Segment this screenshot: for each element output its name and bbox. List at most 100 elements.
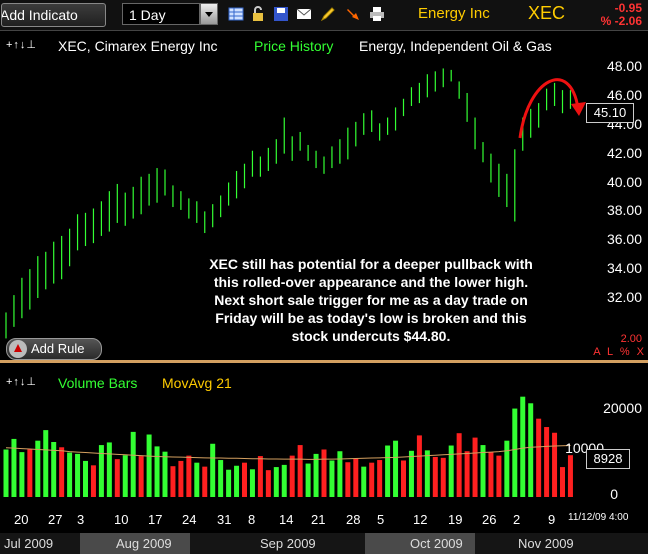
add-rule-label: Add Rule <box>31 341 85 356</box>
date-tick-label: 17 <box>148 512 163 527</box>
volume-bar <box>146 434 152 497</box>
company-name: Energy Inc <box>418 5 490 22</box>
volume-moving-average <box>5 445 571 460</box>
extra-value: 2.00 <box>620 333 642 345</box>
price-panel-header: +↑↓⊥ XEC, Cimarex Energy Inc Price Histo… <box>0 38 648 58</box>
volume-bar <box>289 455 295 497</box>
add-rule-button[interactable]: Add Rule <box>6 338 102 360</box>
volume-bar <box>480 445 486 497</box>
annotation-line: Friday will be as today's low is broken … <box>215 310 527 326</box>
month-label: Nov 2009 <box>518 536 574 551</box>
date-tick-label: 5 <box>377 512 385 527</box>
date-tick-label: 9 <box>548 512 556 527</box>
print-icon[interactable] <box>369 6 385 22</box>
volume-bar <box>297 445 303 497</box>
volume-bar <box>186 455 192 497</box>
volume-bar <box>170 466 176 497</box>
price-axis-label: 34.00 <box>606 260 642 277</box>
volume-bar <box>464 451 470 497</box>
annotation-line: XEC still has potential for a deeper pul… <box>209 256 533 272</box>
volume-bar <box>242 462 247 497</box>
volume-bar <box>194 462 200 497</box>
volume-bar <box>210 443 216 497</box>
moving-average-label: MovAvg 21 <box>162 375 232 391</box>
volume-bar <box>337 451 343 497</box>
volume-bar <box>98 445 104 497</box>
volume-bar <box>504 440 510 497</box>
add-indicator-label: Add Indicato <box>1 7 78 23</box>
volume-bar <box>114 459 120 497</box>
ticker-name: XEC, Cimarex Energy Inc <box>58 38 218 54</box>
chart-annotation: XEC still has potential for a deeper pul… <box>168 255 574 345</box>
volume-bar <box>234 465 240 497</box>
volume-bar <box>488 452 494 497</box>
annotation-line: stock undercuts $44.80. <box>291 328 451 344</box>
volume-bar <box>393 440 399 497</box>
period-dropdown-button[interactable] <box>200 3 218 25</box>
volume-bar <box>305 463 311 497</box>
volume-bar <box>560 467 565 497</box>
volume-bar <box>385 445 391 497</box>
pencil-icon[interactable] <box>320 6 336 22</box>
volume-bar <box>361 466 367 497</box>
volume-bar <box>456 433 462 497</box>
date-tick-label: 26 <box>482 512 497 527</box>
date-tick-label: 10 <box>114 512 129 527</box>
volume-panel-header: +↑↓⊥ Volume Bars MovAvg 21 <box>0 375 648 395</box>
price-axis-label: 48.00 <box>606 58 642 74</box>
month-label: Aug 2009 <box>116 536 172 551</box>
date-tick-label: 14 <box>279 512 294 527</box>
volume-bar <box>440 457 446 497</box>
volume-bar <box>528 403 534 497</box>
mail-icon[interactable] <box>296 6 312 22</box>
volume-bar <box>567 455 573 497</box>
volume-bar <box>432 456 438 497</box>
date-tick-label: 12 <box>413 512 428 527</box>
volume-bar <box>313 453 319 497</box>
panel-divider[interactable] <box>0 360 648 363</box>
date-tick-label: 28 <box>346 512 361 527</box>
save-icon[interactable] <box>273 6 289 22</box>
volume-chart <box>3 396 573 497</box>
toolbar: Add Indicato 1 Day Energy Inc XEC -0.95 … <box>0 0 648 31</box>
volume-bar <box>27 449 33 497</box>
date-tick-label: 31 <box>217 512 232 527</box>
volume-bar <box>520 396 526 497</box>
volume-bar <box>106 442 112 497</box>
lock-icon[interactable] <box>250 6 266 22</box>
volume-bar <box>496 455 502 497</box>
annotation-line: Next short sale trigger for me as a day … <box>214 292 528 308</box>
volume-bar <box>353 458 359 497</box>
date-tick-label: 2 <box>513 512 521 527</box>
volume-axis-label: 20000 <box>603 400 642 416</box>
panel-move-arrows-icon[interactable]: +↑↓⊥ <box>6 39 38 51</box>
alert-rule-icon <box>9 340 27 358</box>
month-label: Oct 2009 <box>410 536 463 551</box>
volume-bar <box>552 432 558 497</box>
price-axis-label: 42.00 <box>606 144 642 161</box>
grid-icon[interactable] <box>228 6 244 22</box>
volume-bar <box>369 462 375 497</box>
price-axis-label: 36.00 <box>606 231 642 248</box>
volume-bar <box>536 418 542 497</box>
price-change: -0.95 <box>614 1 642 15</box>
alert-controls[interactable]: A L % X <box>593 346 646 358</box>
date-tick-label: 19 <box>448 512 463 527</box>
add-indicator-button[interactable]: Add Indicato <box>1 3 106 27</box>
price-axis-label: 40.00 <box>606 173 642 190</box>
share-arrow-icon[interactable] <box>345 6 361 22</box>
volume-bar <box>345 462 351 497</box>
volume-bar <box>321 449 327 497</box>
volume-bar <box>401 460 406 497</box>
period-select[interactable]: 1 Day <box>122 3 200 25</box>
volume-panel-move-arrows-icon[interactable]: +↑↓⊥ <box>6 376 38 388</box>
volume-bar <box>35 440 41 497</box>
percent-change: % -2.06 <box>600 14 642 28</box>
volume-bar <box>472 437 478 497</box>
month-band-aug <box>80 533 190 554</box>
price-axis-label: 32.00 <box>606 289 642 305</box>
date-tick-label: 27 <box>48 512 63 527</box>
symbol: XEC <box>528 3 566 23</box>
volume-bar <box>178 460 184 497</box>
volume-bar <box>281 464 287 497</box>
